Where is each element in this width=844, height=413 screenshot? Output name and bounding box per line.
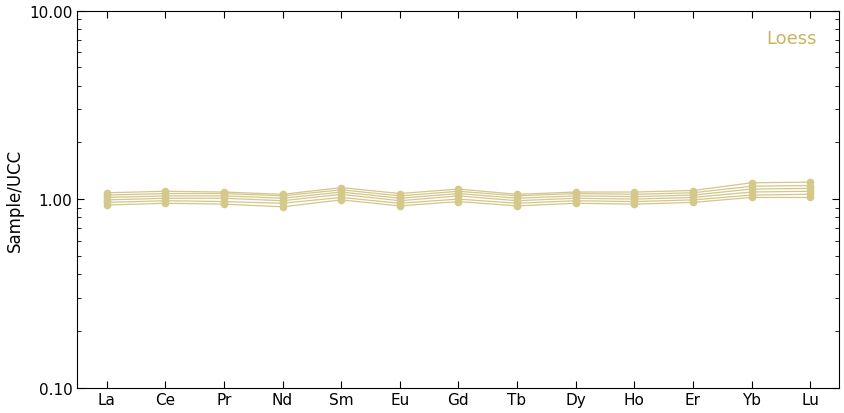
Text: Loess: Loess (766, 30, 815, 48)
Y-axis label: Sample/UCC: Sample/UCC (6, 148, 24, 251)
